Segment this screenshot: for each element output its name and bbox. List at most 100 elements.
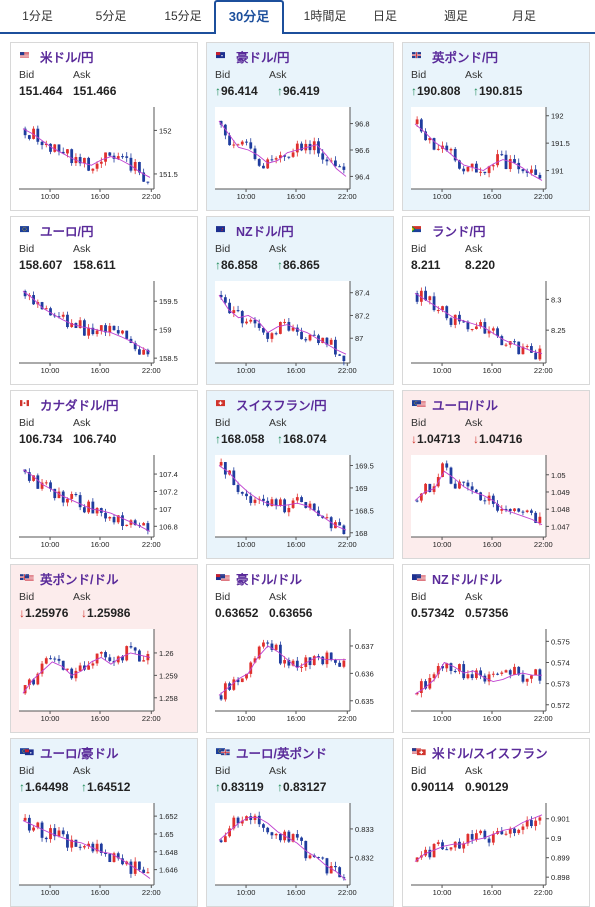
candle (78, 153, 82, 167)
ask-value: 0.90129 (465, 780, 509, 794)
ask-label: Ask (465, 417, 483, 429)
ask-label: Ask (73, 417, 91, 429)
price-chart[interactable]: 0.901 0.9 0.899 0.898 10:00 16:00 22:00 (411, 803, 583, 897)
candle (274, 832, 278, 839)
moving-average-line (22, 652, 151, 694)
price-chart[interactable]: 0.575 0.574 0.573 0.572 10:00 16:00 22:00 (411, 629, 583, 723)
price-chart[interactable]: 107.4 107.2 107 106.8 10:00 16:00 22:00 (19, 455, 191, 549)
currency-pair-name[interactable]: カナダドル/円 (40, 399, 119, 413)
candle (245, 673, 248, 681)
ask-value: 151.466 (73, 84, 117, 98)
price-chart[interactable]: 1.05 1.049 1.048 1.047 10:00 16:00 22:00 (411, 455, 583, 549)
ask-label: Ask (269, 69, 287, 81)
y-tick-label: 0.899 (551, 854, 570, 863)
arrow-up-icon: ↑ (215, 780, 221, 794)
x-tick-label: 16:00 (483, 366, 502, 375)
currency-pair-name[interactable]: NZドル/円 (236, 225, 294, 239)
tab-5[interactable]: 1時間足 (303, 9, 347, 23)
tab-7[interactable]: 週足 (443, 9, 468, 23)
rate-card[interactable]: ユーロ/ドル Bid Ask ↓1.04713 ↓1.04716 1.05 1.049 1.0… (402, 390, 590, 559)
currency-pair-name[interactable]: 英ポンド/円 (432, 51, 498, 65)
candle (108, 654, 112, 663)
ask-label: Ask (465, 765, 483, 777)
currency-pair-name[interactable]: 米ドル/スイスフラン (432, 747, 548, 761)
moving-average-line (218, 465, 347, 531)
candle (525, 678, 529, 686)
rate-card[interactable]: 英ポンド/円 Bid Ask ↑190.808 ↑190.815 192 191.5 191 1… (402, 42, 590, 211)
tab-6[interactable]: 日足 (372, 9, 397, 23)
x-tick-label: 16:00 (483, 540, 502, 549)
tab-2[interactable]: 5分足 (95, 9, 127, 23)
candle (40, 140, 44, 150)
candle (262, 326, 265, 335)
price-chart[interactable]: 0.637 0.636 0.635 10:00 16:00 22:00 (215, 629, 387, 723)
x-tick-label: 22:00 (338, 366, 357, 375)
rate-card[interactable]: 米ドル/円 Bid Ask 151.464 151.466 152 151.5 10:00 16… (10, 42, 198, 211)
candle (116, 325, 120, 335)
rate-card[interactable]: ランド/円 Bid Ask 8.211 8.220 8.3 8.25 10:00 16:00 22… (402, 216, 590, 385)
candle (521, 510, 525, 516)
rate-card[interactable]: 米ドル/スイスフラン Bid Ask 0.90114 0.90129 0.901 0.9 0.… (402, 738, 590, 907)
candle (95, 161, 99, 172)
candle (232, 306, 236, 318)
flag-icon (216, 52, 225, 59)
price-chart[interactable]: 192 191.5 191 10:00 16:00 22:00 (411, 107, 583, 201)
y-tick-label: 1.646 (159, 866, 178, 875)
candle (112, 325, 116, 331)
candle (483, 171, 487, 175)
bid-label: Bid (411, 591, 427, 603)
rate-card[interactable]: ユーロ/豪ドル Bid Ask ↑1.64498 ↑1.64512 1.652 1.65 1.… (10, 738, 198, 907)
candle (334, 861, 337, 872)
arrow-up-icon: ↑ (215, 84, 221, 98)
candle (342, 658, 346, 669)
rate-card[interactable]: NZドル/円 Bid Ask ↑86.858 ↑86.865 87.4 87.2 87 10:0… (206, 216, 394, 385)
price-chart[interactable]: 159.5 159 158.5 10:00 16:00 22:00 (19, 281, 191, 375)
rate-card[interactable]: スイスフラン/円 Bid Ask ↑168.058 ↑168.074 169.5 169 16… (206, 390, 394, 559)
tab-3[interactable]: 15分足 (164, 9, 202, 23)
price-chart[interactable]: 96.8 96.6 96.4 10:00 16:00 22:00 (215, 107, 387, 201)
rate-card[interactable]: ユーロ/円 Bid Ask 158.607 158.611 159.5 159 158.5 10… (10, 216, 198, 385)
currency-pair-name[interactable]: 米ドル/円 (40, 51, 94, 65)
price-chart[interactable]: 1.26 1.259 1.258 10:00 16:00 22:00 (19, 629, 191, 723)
currency-pair-name[interactable]: スイスフラン/円 (236, 399, 327, 413)
candle (66, 311, 69, 329)
currency-pair-name[interactable]: 豪ドル/円 (236, 51, 290, 65)
ask-value: 1.25986 (87, 606, 131, 620)
rate-card[interactable]: 豪ドル/円 Bid Ask ↑96.414 ↑96.419 96.8 96.6 96.4 10:… (206, 42, 394, 211)
price-chart[interactable]: 1.652 1.65 1.648 1.646 10:00 16:00 22:00 (19, 803, 191, 897)
rate-card[interactable]: カナダドル/円 Bid Ask 106.734 106.740 107.4 107.2 107… (10, 390, 198, 559)
candle (517, 341, 521, 355)
currency-pair-name[interactable]: ユーロ/英ポンド (236, 747, 327, 761)
tab-8[interactable]: 月足 (511, 9, 536, 23)
tab-1[interactable]: 1分足 (22, 9, 53, 23)
currency-pair-name[interactable]: ユーロ/ドル (432, 399, 498, 413)
candle (317, 137, 320, 157)
price-chart[interactable]: 87.4 87.2 87 10:00 16:00 22:00 (215, 281, 387, 375)
y-tick-label: 1.65 (159, 830, 174, 839)
rate-card[interactable]: 豪ドル/ドル Bid Ask 0.63652 0.63656 0.637 0.636 0.63… (206, 564, 394, 733)
bid-label: Bid (215, 417, 231, 429)
bid-label: Bid (19, 417, 35, 429)
price-chart[interactable]: 0.833 0.832 10:00 16:00 22:00 (215, 803, 387, 897)
candle (240, 140, 244, 147)
rate-card[interactable]: ユーロ/英ポンド Bid Ask ↑0.83119 ↑0.83127 0.833 0.832… (206, 738, 394, 907)
x-tick-label: 22:00 (142, 192, 161, 201)
rate-card[interactable]: 英ポンド/ドル Bid Ask ↓1.25976 ↓1.25986 1.26 1.259 1.… (10, 564, 198, 733)
x-tick-label: 22:00 (338, 192, 357, 201)
candle (466, 833, 470, 847)
currency-pair-name[interactable]: 豪ドル/ドル (236, 573, 302, 587)
price-chart[interactable]: 152 151.5 10:00 16:00 22:00 (19, 107, 191, 201)
candle (61, 147, 65, 155)
bid-value-box: 151.464 (19, 84, 62, 98)
price-chart[interactable]: 8.3 8.25 10:00 16:00 22:00 (411, 281, 583, 375)
currency-pair-name[interactable]: NZドル/ドル (432, 573, 503, 587)
candle (142, 521, 146, 526)
ask-label: Ask (73, 69, 91, 81)
price-chart[interactable]: 169.5 169 168.5 168 10:00 16:00 22:00 (215, 455, 387, 549)
rate-card[interactable]: NZドル/ドル Bid Ask 0.57342 0.57356 0.575 0.574 0.5… (402, 564, 590, 733)
tab-4[interactable]: 30分足 (214, 0, 284, 34)
currency-pair-name[interactable]: ランド/円 (432, 225, 486, 239)
currency-pair-name[interactable]: 英ポンド/ドル (40, 573, 119, 587)
currency-pair-name[interactable]: ユーロ/円 (40, 225, 94, 239)
currency-pair-name[interactable]: ユーロ/豪ドル (40, 747, 119, 761)
